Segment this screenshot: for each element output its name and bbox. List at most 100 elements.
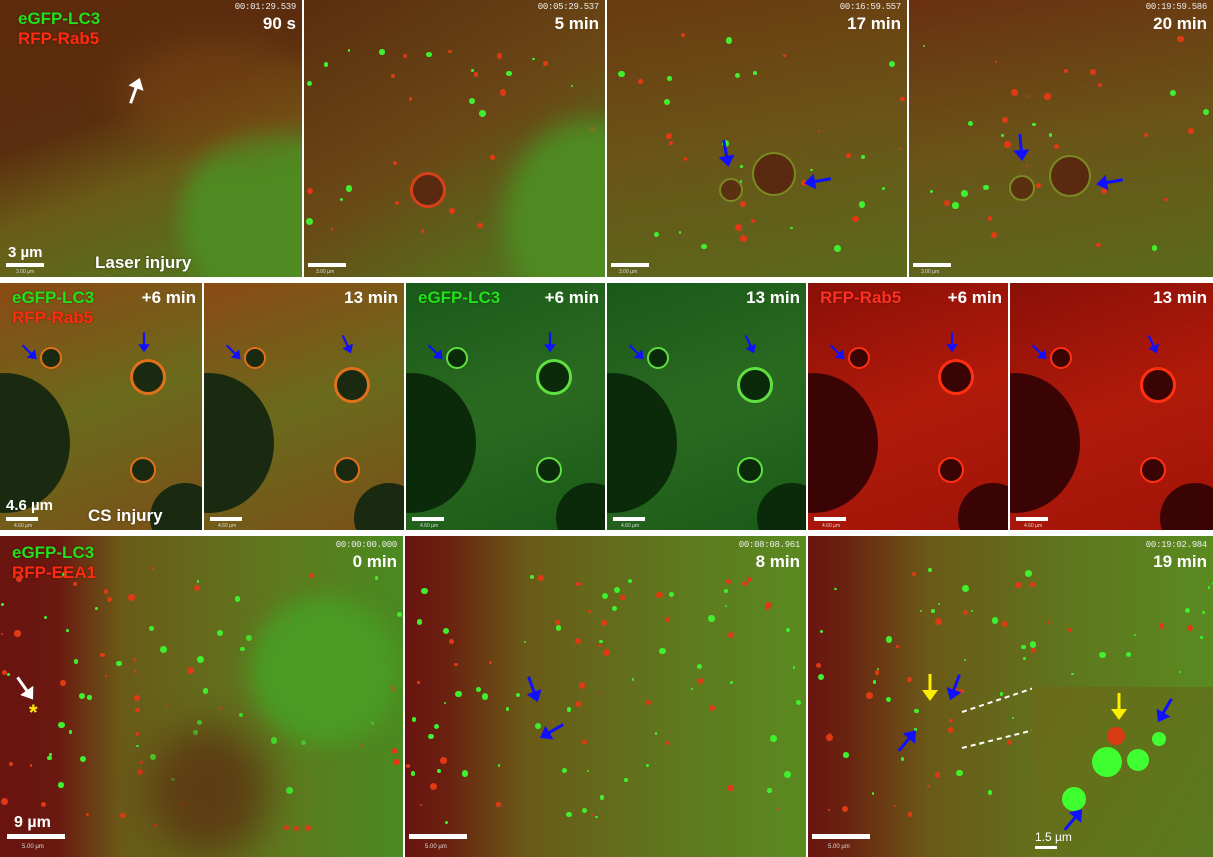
vesicle-dot [953,687,958,692]
scale-label: 4.6 µm [6,497,53,514]
vesicle-dot [187,667,194,674]
vesicle-dot [659,647,666,655]
vesicle-dot [566,707,572,712]
vesicle-dot [770,735,777,742]
vesicle-dot [988,790,993,795]
vesicle-dot [239,646,245,652]
vesicle-dot [603,649,611,656]
vesicle-dot [690,687,694,691]
inset-scale-bar [1035,846,1057,849]
blue-arrow-icon [332,326,372,366]
blue-arrow-icon [218,331,260,373]
scale-bar [611,263,649,267]
row3-panel-1: eGFP-LC3 RFP-EEA1 00:00:00.000 0 min * 9… [0,536,403,857]
vesicle-dot [308,573,314,578]
blue-arrow-icon [718,139,735,167]
vesicle-dot [379,49,385,55]
vesicle-dot [148,626,154,632]
vesicle-dot [133,670,136,673]
scale-bar [1016,517,1048,521]
vesicle-dot [218,706,222,710]
vesicle-dot [196,655,204,663]
time-label: 13 min [1153,288,1207,307]
vesicle-dot [9,762,14,766]
vesicle-dot [104,674,107,677]
vesicle-dot [724,588,728,593]
vesicle-dot [347,49,351,52]
vesicle-dot [872,680,876,684]
time-label: 13 min [746,288,800,307]
vesicle-dot [137,769,144,776]
vesicle-dot [306,217,314,225]
vesicle-dot [396,611,403,618]
vesicle-dot [421,587,428,595]
vesicle-dot [599,640,603,644]
vesicle-dot [395,200,400,205]
vesicle-dot [876,667,880,671]
scale-bar [6,517,38,521]
scale-bar [6,263,44,267]
vesicle-dot [1187,625,1194,632]
vesicle-dot [852,215,859,223]
vesicle-dot [73,581,78,586]
vesicle-dot [708,615,715,622]
vesicle-dot [29,763,33,767]
blue-arrow-icon [14,331,56,373]
vesicle-dot [961,585,969,592]
vesicle-dot [751,219,755,223]
white-arrow-icon [16,676,34,700]
vesicle-dot [959,688,965,694]
vesicle-dot [934,772,941,778]
vesicle-dot [160,646,168,654]
vesicle-dot [1032,122,1037,127]
vesicle-dot [886,697,892,703]
vesicle-dot [587,769,590,772]
vesicle-dot [532,57,535,61]
row3-panel-2: 00:08:08.961 8 min 5.00 µm [405,536,806,857]
scale-label: 9 µm [14,814,51,831]
vesicle-dot [1164,197,1168,202]
vesicle-dot [496,802,501,807]
vesicle-dot [1023,656,1027,660]
vesicle-dot [938,602,941,605]
vesicle-dot [448,49,452,53]
vesicle-dot [426,52,432,58]
vesicle-dot [482,693,489,700]
vesicle-dot [638,78,644,84]
vesicle-dot [834,587,837,591]
vesicle-dot [817,673,824,680]
vesicle-dot [570,84,574,88]
scale-bar-text: 3.00 µm [16,269,35,275]
vesicle-dot [612,606,618,611]
vesicle-dot [283,824,290,831]
time-label: 90 s [262,14,296,33]
vesicle-dot [1143,132,1149,138]
vesicle-dot [116,660,122,666]
vesicle-dot [896,645,900,648]
blue-arrow-icon [822,331,864,373]
vesicle-dot [442,627,450,635]
vesicle-dot [323,62,329,67]
time-label: +6 min [947,288,1002,307]
vesicle-dot [595,815,598,818]
vesicle-dot [1011,716,1015,720]
vesicle-dot [443,702,446,705]
vesicle-dot [202,688,209,694]
channel-label-rab5: RFP-Rab5 [820,288,902,307]
vesicle-dot [339,198,343,202]
vesicle-dot [1097,82,1103,88]
vesicle-dot [828,808,831,811]
vesicle-dot [669,592,675,598]
timestamp: 00:19:02.984 [1145,540,1208,550]
vesicle-dot [1030,582,1035,587]
vesicle-dot [785,628,790,632]
vesicle-dot [455,690,462,698]
scale-bar [412,517,444,521]
vesicle-dot [44,616,48,620]
time-label: +6 min [544,288,599,307]
legend-lc3: eGFP-LC3 [12,543,95,562]
blue-arrow-icon [897,730,916,752]
legend-rab5: RFP-Rab5 [18,29,100,48]
vesicle-dot [1158,623,1164,629]
vesicle-dot [624,777,628,782]
